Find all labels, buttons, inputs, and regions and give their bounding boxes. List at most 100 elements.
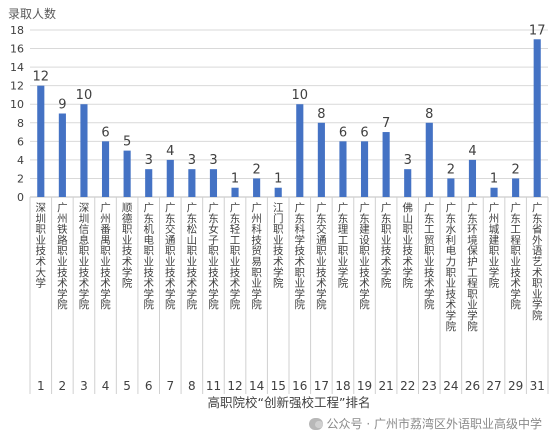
x-category-char: 信 [79, 224, 90, 236]
y-tick-label: 16 [10, 43, 24, 56]
x-category-char: 职 [122, 224, 133, 236]
bar [533, 39, 541, 198]
x-category-char: 息 [79, 233, 90, 246]
x-category-char: 院 [338, 277, 349, 290]
x-category-char: 佛 [402, 201, 413, 214]
x-rank-label: 6 [145, 379, 153, 393]
x-category-char: 东 [316, 212, 327, 225]
bar [425, 122, 433, 197]
x-rank-label: 14 [249, 379, 264, 393]
x-category-char: 术 [187, 278, 198, 290]
x-category-char: 交 [316, 223, 327, 236]
x-axis-title: 高职院校“创新强校工程”排名 [208, 395, 371, 410]
y-tick-label: 6 [17, 135, 24, 148]
x-category-char: 院 [165, 298, 176, 311]
x-category-char: 深 [36, 202, 47, 214]
x-category-char: 学 [230, 287, 241, 300]
x-category-char: 东 [187, 212, 198, 225]
x-category-char: 通 [165, 234, 176, 246]
x-category-char: 圳 [36, 213, 47, 225]
x-category-char: 技 [165, 266, 176, 279]
x-category-char: 职 [446, 267, 457, 279]
x-category-char: 顺 [122, 202, 133, 214]
x-category-char: 科 [295, 223, 306, 236]
data-label: 4 [468, 144, 476, 159]
data-label: 3 [404, 153, 412, 168]
x-category-char: 广 [338, 202, 349, 214]
x-category-char: 学 [424, 287, 435, 300]
x-category-char: 技 [402, 244, 413, 257]
x-rank-label: 8 [188, 379, 196, 393]
x-category-char: 工 [338, 234, 349, 246]
x-category-char: 职 [208, 245, 219, 257]
x-category-char: 院 [381, 277, 392, 290]
x-category-char: 广 [359, 202, 370, 214]
y-tick-label: 12 [10, 80, 24, 93]
x-category-char: 业 [489, 256, 500, 268]
bar [253, 178, 261, 197]
x-category-char: 职 [165, 245, 176, 257]
x-category-char: 职 [295, 267, 306, 279]
x-category-char: 业 [36, 234, 47, 246]
x-category-char: 技 [57, 266, 68, 279]
x-category-char: 德 [122, 212, 133, 225]
x-category-char: 轻 [230, 223, 241, 236]
x-category-char: 州 [251, 213, 262, 225]
x-category-char: 学 [79, 287, 90, 300]
x-category-char: 设 [359, 234, 370, 246]
bar [317, 122, 325, 197]
wechat-icon [308, 417, 323, 430]
x-category-char: 术 [100, 278, 111, 290]
x-category-char: 术 [381, 256, 392, 268]
x-category-char: 院 [57, 298, 68, 311]
x-category-char: 学 [532, 298, 543, 311]
x-category-char: 学 [295, 233, 306, 246]
x-category-char: 业 [165, 256, 176, 268]
x-category-char: 学 [251, 287, 262, 300]
bar [296, 104, 304, 197]
x-category-char: 东 [165, 212, 176, 225]
x-rank-label: 18 [335, 379, 350, 393]
bar [58, 113, 66, 197]
x-category-char: 术 [295, 256, 306, 268]
x-category-char: 职 [36, 224, 47, 236]
y-tick-label: 18 [10, 24, 24, 37]
x-category-char: 广 [165, 202, 176, 214]
x-category-char: 职 [230, 245, 241, 257]
x-category-char: 业 [79, 256, 90, 268]
x-category-char: 院 [295, 298, 306, 311]
x-category-char: 贸 [251, 245, 262, 257]
x-category-char: 术 [273, 256, 284, 268]
data-label: 8 [425, 107, 433, 122]
x-rank-label: 22 [400, 379, 415, 393]
x-category-char: 广 [446, 202, 457, 214]
x-category-char: 技 [251, 233, 262, 246]
x-category-char: 广 [295, 202, 306, 214]
x-category-char: 职 [359, 245, 370, 257]
x-category-char: 学 [165, 287, 176, 300]
x-category-char: 院 [489, 277, 500, 290]
x-category-char: 院 [273, 277, 284, 290]
x-category-char: 职 [100, 245, 111, 257]
x-category-char: 东 [230, 212, 241, 225]
x-category-char: 业 [122, 234, 133, 246]
data-label: 2 [447, 162, 455, 177]
y-axis-label: 录取人数 [8, 7, 57, 21]
x-category-char: 交 [165, 223, 176, 236]
x-category-char: 职 [489, 245, 500, 257]
x-category-char: 学 [208, 287, 219, 300]
watermark-text: 公众号 · 广州市荔湾区外语职业高级中学 [326, 417, 542, 431]
x-rank-label: 31 [530, 379, 545, 393]
x-category-char: 职 [143, 245, 154, 257]
x-category-char: 东 [143, 212, 154, 225]
data-label: 4 [166, 144, 174, 159]
x-category-char: 业 [532, 288, 543, 300]
x-category-char: 东 [446, 212, 457, 225]
x-rank-label: 27 [486, 379, 501, 393]
x-category-char: 业 [338, 256, 349, 268]
x-category-char: 理 [338, 224, 349, 236]
y-tick-label: 14 [10, 61, 24, 74]
x-rank-label: 15 [271, 379, 286, 393]
x-category-char: 职 [402, 224, 413, 236]
x-category-char: 贸 [424, 234, 435, 246]
